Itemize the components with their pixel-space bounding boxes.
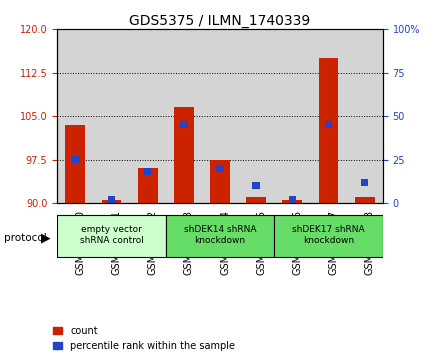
- Bar: [129, 29, 166, 203]
- FancyBboxPatch shape: [166, 215, 274, 257]
- Bar: [216, 165, 224, 172]
- Bar: [246, 197, 266, 203]
- Bar: [238, 29, 274, 203]
- Text: empty vector
shRNA control: empty vector shRNA control: [80, 225, 143, 245]
- Bar: [102, 200, 121, 203]
- Bar: [138, 168, 158, 203]
- Bar: [108, 196, 115, 203]
- Bar: [347, 29, 383, 203]
- FancyBboxPatch shape: [274, 215, 383, 257]
- Bar: [325, 121, 332, 129]
- Text: protocol: protocol: [4, 233, 47, 243]
- Bar: [311, 29, 347, 203]
- Bar: [274, 29, 311, 203]
- Bar: [355, 197, 375, 203]
- Bar: [319, 58, 338, 203]
- Bar: [253, 182, 260, 189]
- Bar: [361, 179, 368, 186]
- FancyBboxPatch shape: [57, 215, 166, 257]
- Bar: [210, 160, 230, 203]
- Bar: [144, 168, 151, 175]
- Bar: [180, 121, 187, 129]
- Bar: [93, 29, 129, 203]
- Text: ▶: ▶: [40, 231, 50, 244]
- Bar: [174, 107, 194, 203]
- Text: shDEK17 shRNA
knockdown: shDEK17 shRNA knockdown: [292, 225, 365, 245]
- Bar: [289, 196, 296, 203]
- Title: GDS5375 / ILMN_1740339: GDS5375 / ILMN_1740339: [129, 14, 311, 28]
- Bar: [66, 125, 85, 203]
- Bar: [72, 156, 79, 163]
- Text: shDEK14 shRNA
knockdown: shDEK14 shRNA knockdown: [184, 225, 256, 245]
- Bar: [202, 29, 238, 203]
- Bar: [282, 200, 302, 203]
- Bar: [57, 29, 93, 203]
- Bar: [166, 29, 202, 203]
- Legend: count, percentile rank within the sample: count, percentile rank within the sample: [49, 322, 239, 355]
